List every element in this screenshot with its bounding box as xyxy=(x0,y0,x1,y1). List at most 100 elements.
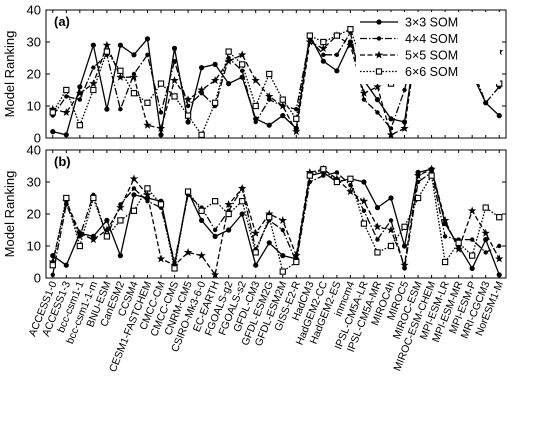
data-point xyxy=(251,76,260,84)
y-tick-label: 0 xyxy=(34,131,41,146)
series-3 xyxy=(48,164,504,279)
data-point xyxy=(239,68,245,74)
data-point xyxy=(131,52,137,58)
data-point xyxy=(469,265,475,271)
data-point xyxy=(361,208,367,213)
data-point xyxy=(265,209,274,218)
y-tick-label: 0 xyxy=(34,271,41,286)
data-point xyxy=(64,94,69,99)
data-point xyxy=(496,113,502,119)
data-point xyxy=(359,88,369,97)
legend-label: 3×3 SOM xyxy=(405,16,458,30)
data-point xyxy=(400,260,409,269)
data-point xyxy=(116,203,125,212)
data-point xyxy=(388,218,394,223)
data-point xyxy=(158,110,164,115)
data-point xyxy=(387,242,395,250)
data-point xyxy=(157,80,165,87)
data-point xyxy=(253,262,259,268)
legend-marker xyxy=(376,19,382,25)
data-point xyxy=(198,217,205,223)
data-point xyxy=(280,253,286,259)
data-point xyxy=(483,100,488,106)
data-point xyxy=(198,131,205,138)
data-point xyxy=(171,265,178,272)
data-point xyxy=(483,237,489,243)
data-point xyxy=(63,194,70,202)
data-point xyxy=(239,211,245,217)
legend-label: 5×5 SOM xyxy=(405,49,458,63)
data-point xyxy=(50,129,56,135)
data-point xyxy=(400,124,409,132)
data-point xyxy=(305,168,315,176)
data-point xyxy=(347,26,354,33)
data-point xyxy=(454,244,463,253)
data-point xyxy=(63,132,69,138)
data-point xyxy=(129,174,139,183)
data-point xyxy=(440,216,450,224)
data-point xyxy=(332,174,342,183)
data-point xyxy=(483,250,488,255)
data-point xyxy=(495,254,504,263)
data-point xyxy=(266,214,273,221)
data-point xyxy=(50,272,55,277)
legend-label: 6×6 SOM xyxy=(405,65,458,79)
data-point xyxy=(265,92,274,100)
legend-entry: 3×3 SOM xyxy=(360,16,458,30)
data-point xyxy=(102,40,112,49)
data-point xyxy=(346,40,355,49)
data-point xyxy=(373,82,382,91)
y-tick-label: 40 xyxy=(27,3,41,18)
data-point xyxy=(251,228,260,237)
data-point xyxy=(374,249,381,256)
data-point xyxy=(49,262,56,269)
data-point xyxy=(441,258,449,266)
data-point xyxy=(402,87,407,93)
data-point xyxy=(62,108,71,116)
data-point xyxy=(388,195,394,201)
data-point xyxy=(469,237,475,242)
data-point xyxy=(224,200,233,208)
data-point xyxy=(386,130,396,139)
data-point xyxy=(211,198,219,205)
series-line xyxy=(52,168,500,276)
y-tick-label: 10 xyxy=(27,239,41,254)
panel-label: (b) xyxy=(54,154,71,169)
data-point xyxy=(320,58,326,64)
data-point xyxy=(266,240,272,246)
data-point xyxy=(117,67,124,74)
data-point xyxy=(117,42,124,48)
data-point xyxy=(388,126,394,131)
series-4 xyxy=(49,166,503,275)
data-point xyxy=(129,72,139,81)
data-point xyxy=(306,32,313,39)
panel-label: (a) xyxy=(54,14,70,29)
data-point xyxy=(293,258,300,266)
data-point xyxy=(496,214,503,221)
y-tick-label: 40 xyxy=(27,143,41,158)
data-point xyxy=(481,228,490,237)
data-point xyxy=(252,102,259,110)
data-point xyxy=(334,68,340,74)
data-point xyxy=(347,175,354,182)
y-tick-label: 10 xyxy=(27,99,41,114)
data-point xyxy=(144,36,151,42)
data-point xyxy=(89,235,98,244)
data-point xyxy=(185,103,191,109)
data-point xyxy=(348,183,353,188)
data-point xyxy=(198,65,205,71)
legend-entry: 5×5 SOM xyxy=(360,49,458,63)
data-point xyxy=(266,70,273,78)
data-point xyxy=(170,76,179,84)
data-point xyxy=(253,119,258,125)
data-point xyxy=(183,95,193,104)
data-point xyxy=(144,99,151,106)
data-point xyxy=(144,185,151,192)
data-point xyxy=(321,173,326,178)
data-point xyxy=(374,97,381,103)
legend-marker xyxy=(376,36,382,41)
data-point xyxy=(104,106,110,112)
data-point xyxy=(197,85,206,94)
data-point xyxy=(239,198,246,205)
data-point xyxy=(118,107,123,112)
